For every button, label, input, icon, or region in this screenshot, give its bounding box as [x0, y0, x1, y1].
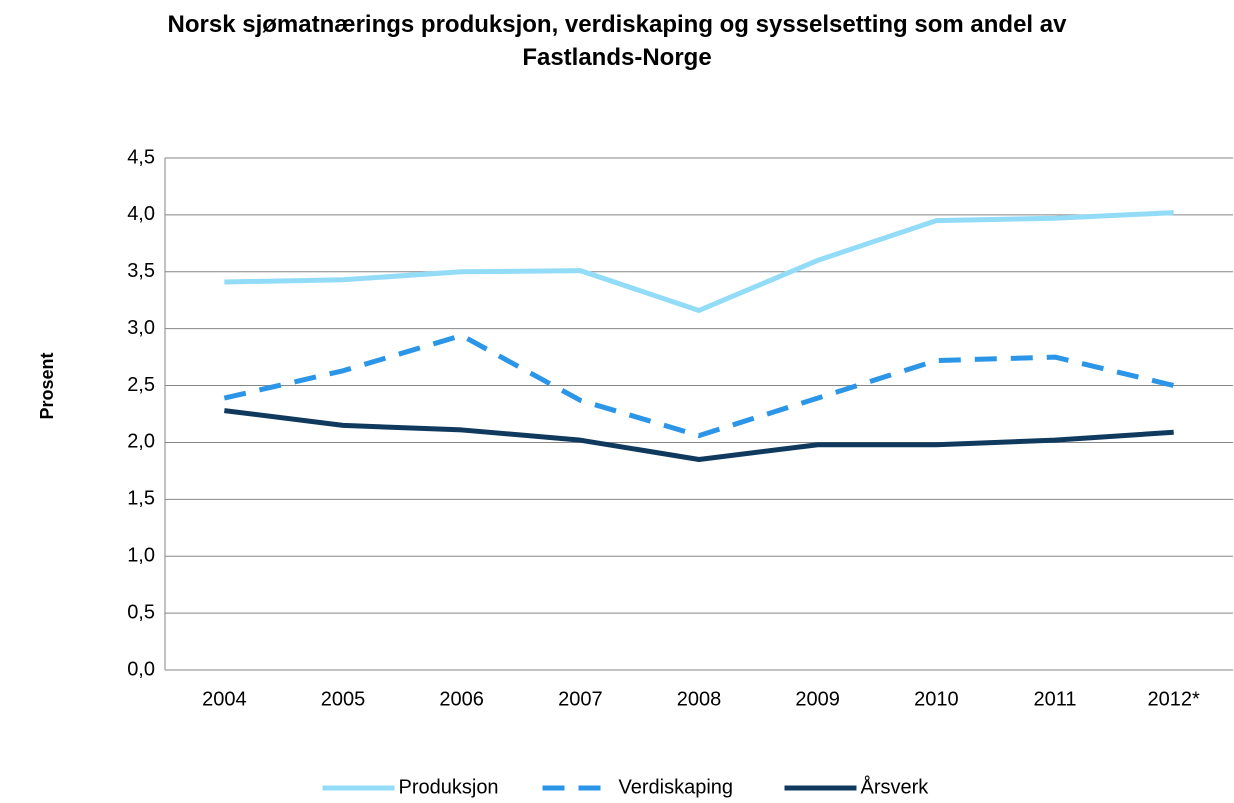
y-tick-label: 3,5 [127, 260, 155, 282]
legend-label: Årsverk [861, 775, 930, 798]
x-tick-label: 2006 [439, 688, 484, 710]
y-tick-label: 2,0 [127, 431, 155, 453]
x-tick-label: 2011 [1033, 688, 1076, 710]
x-tick-label: 2004 [202, 688, 247, 710]
legend-label: Produksjon [399, 776, 499, 798]
y-tick-label: 3,0 [127, 317, 155, 339]
x-tick-label: 2007 [558, 688, 603, 710]
y-tick-label: 2,5 [127, 374, 155, 396]
x-tick-label: 2012* [1148, 688, 1200, 710]
y-tick-label: 4,5 [127, 146, 155, 168]
x-tick-label: 2010 [914, 688, 959, 710]
x-tick-label: 2009 [795, 688, 840, 710]
x-tick-label: 2005 [321, 688, 366, 710]
x-tick-label: 2008 [677, 688, 722, 710]
line-series [224, 408, 1174, 463]
y-axis-label: Prosent [37, 352, 57, 419]
y-tick-label: 1,0 [127, 545, 155, 567]
y-tick-label: 0,0 [127, 658, 155, 680]
y-tick-label: 4,0 [127, 203, 155, 225]
line-series [223, 332, 1175, 439]
y-tick-label: 1,5 [127, 488, 155, 510]
line-series [224, 210, 1174, 313]
legend-label: Verdiskaping [619, 776, 734, 798]
y-tick-label: 0,5 [127, 601, 155, 623]
chart-title: Norsk sjømatnærings produksjon, verdiska… [167, 11, 1067, 71]
